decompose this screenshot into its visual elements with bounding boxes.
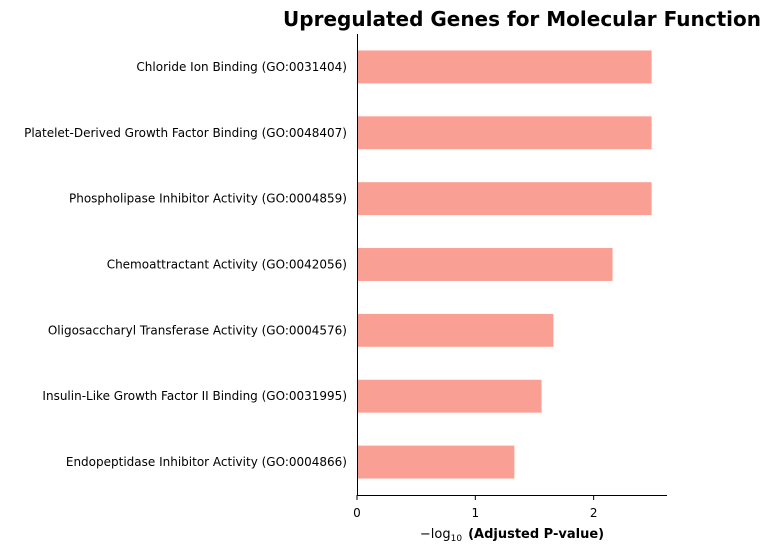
x-axis-label-main: (Adjusted P-value) bbox=[468, 527, 604, 542]
x-tick-label: 0 bbox=[353, 506, 361, 520]
bar bbox=[357, 182, 652, 216]
bar bbox=[357, 379, 542, 413]
bar bbox=[357, 313, 554, 347]
bar bbox=[357, 50, 652, 84]
bar bbox=[357, 248, 613, 281]
category-labels: Chloride Ion Binding (GO:0031404) Platele… bbox=[24, 60, 347, 469]
category-label: Endopeptidase Inhibitor Activity (GO:000… bbox=[66, 455, 347, 469]
category-label: Platelet-Derived Growth Factor Binding (… bbox=[24, 126, 347, 140]
bar bbox=[357, 116, 652, 150]
category-label: Phospholipase Inhibitor Activity (GO:000… bbox=[69, 192, 347, 206]
x-tick-label: 1 bbox=[472, 506, 480, 520]
bars bbox=[357, 50, 652, 479]
bar bbox=[357, 445, 515, 479]
x-axis-label-subscript: 10 bbox=[451, 534, 463, 544]
x-axis-label-prefix: −log bbox=[420, 527, 451, 542]
x-axis-label: −log10 (Adjusted P-value) bbox=[420, 527, 604, 544]
category-label: Chloride Ion Binding (GO:0031404) bbox=[136, 60, 347, 74]
chart-title: Upregulated Genes for Molecular Function bbox=[283, 7, 761, 31]
category-label: Chemoattractant Activity (GO:0042056) bbox=[107, 258, 347, 272]
x-tick-label: 2 bbox=[590, 506, 598, 520]
category-label: Oligosaccharyl Transferase Activity (GO:… bbox=[48, 323, 347, 337]
x-ticks: 0 1 2 bbox=[353, 495, 597, 520]
category-label: Insulin-Like Growth Factor II Binding (G… bbox=[42, 389, 347, 403]
